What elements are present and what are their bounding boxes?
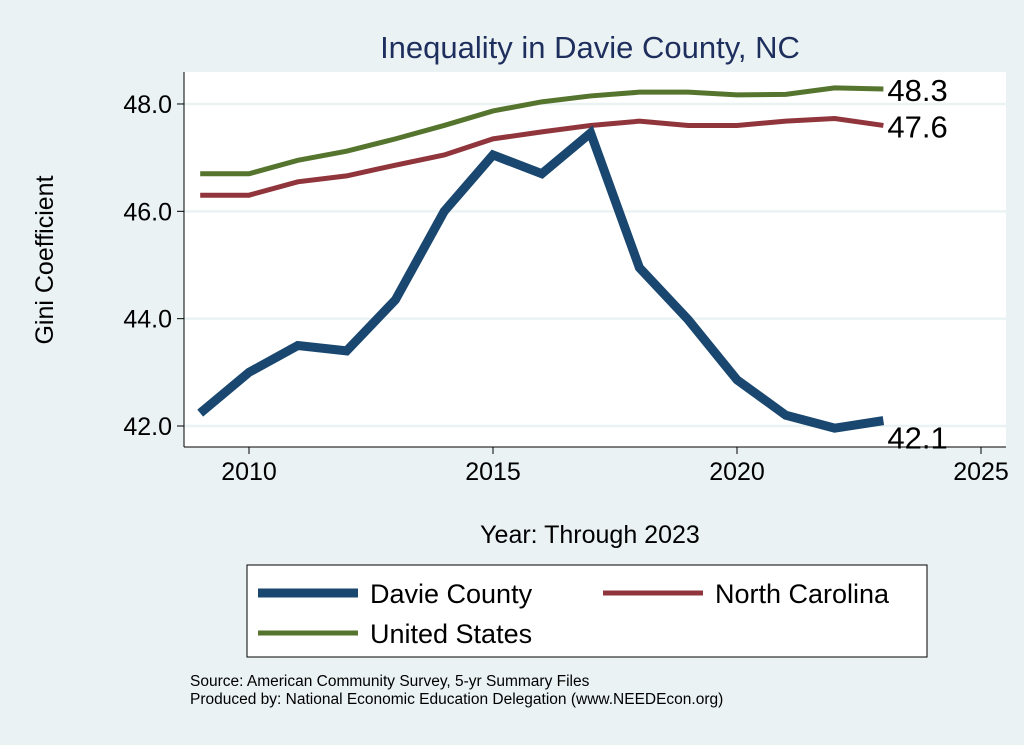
y-axis-label: Gini Coefficient	[31, 175, 59, 344]
end-label: 42.1	[887, 421, 947, 456]
y-tick-label: 44.0	[123, 306, 172, 334]
end-label: 47.6	[887, 109, 947, 144]
legend-label: North Carolina	[715, 579, 890, 609]
chart-title: Inequality in Davie County, NC	[380, 30, 800, 65]
series-line-united-states	[200, 85, 884, 177]
legend-label: Davie County	[370, 579, 533, 609]
end-label: 48.3	[887, 73, 947, 108]
x-tick-label: 2010	[221, 458, 277, 486]
x-axis-label: Year: Through 2023	[480, 521, 700, 549]
x-tick-label: 2025	[953, 458, 1009, 486]
series-line-north-carolina	[200, 115, 884, 198]
y-tick-label: 46.0	[123, 198, 172, 226]
legend-box	[246, 564, 928, 658]
series-line-davie-county	[197, 125, 885, 433]
y-tick-label: 42.0	[123, 413, 172, 441]
x-tick-label: 2020	[709, 458, 765, 486]
source-note: Source: American Community Survey, 5-yr …	[190, 673, 590, 690]
x-tick-label: 2015	[465, 458, 521, 486]
legend-label: United States	[370, 619, 532, 649]
y-tick-label: 48.0	[123, 91, 172, 119]
plot-area	[184, 72, 1006, 447]
produced-by-note: Produced by: National Economic Education…	[190, 691, 724, 708]
